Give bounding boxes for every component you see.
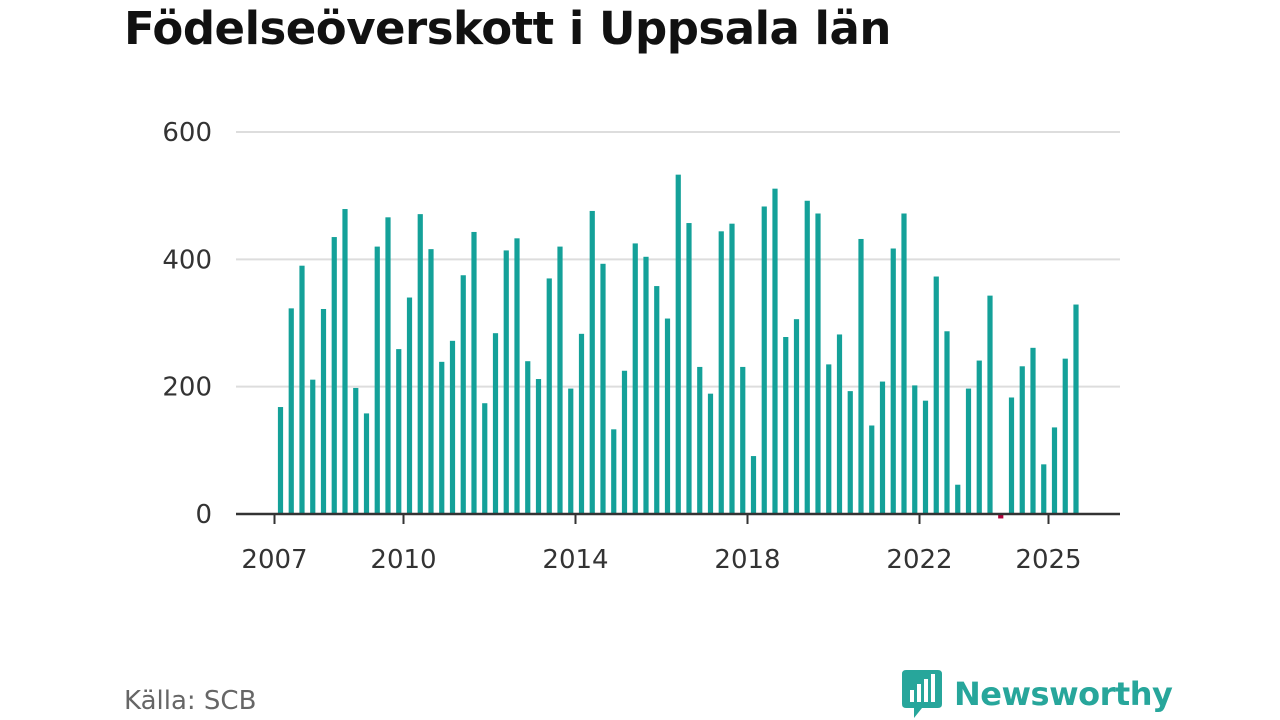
bar: 2012 Q2: 414 — [503, 250, 509, 515]
bar: 2013 Q2: 370 — [546, 278, 552, 514]
bar: 2025 Q3: 329 — [1073, 304, 1079, 514]
bar: 2015 Q1: 225 — [621, 370, 628, 514]
bar: 2012 Q1: 284 — [492, 333, 499, 514]
bar: 2008 Q2: 435 — [331, 237, 337, 515]
bar: 2010 Q2: 471 — [417, 214, 423, 514]
bar: 2012 Q4: 240 — [525, 361, 531, 514]
bar: 2024 Q2: 232 — [1019, 366, 1025, 514]
bar: 2013 Q1: 212 — [535, 379, 542, 514]
bar: 2021 Q4: 202 — [912, 385, 918, 514]
bar: 2016 Q4: 231 — [697, 366, 703, 514]
bar: 2009 Q1: 158 — [363, 413, 370, 514]
bar: 2008 Q1: 322 — [320, 308, 327, 514]
bar: 2017 Q4: 231 — [740, 366, 746, 514]
bar: 2024 Q1: 183 — [1008, 397, 1015, 514]
bar: 2009 Q2: 420 — [374, 246, 380, 514]
x-tick-label: 2014 — [542, 545, 608, 575]
bar: 2013 Q3: 420 — [557, 246, 563, 514]
y-tick-label: 200 — [162, 373, 212, 403]
bar: 2019 Q1: 306 — [793, 319, 800, 514]
newsworthy-chart-logo-icon — [902, 670, 942, 718]
bar: 2022 Q2: 373 — [933, 276, 939, 514]
bar: 2010 Q3: 416 — [428, 249, 434, 514]
y-tick-label: 400 — [162, 245, 212, 275]
bar: 2023 Q1: 197 — [965, 388, 972, 514]
bar: 2020 Q3: 432 — [858, 238, 864, 514]
bar: 2014 Q2: 476 — [589, 210, 595, 515]
bar: 2012 Q3: 433 — [514, 238, 520, 514]
source-label: Källa: SCB — [124, 686, 257, 716]
bar: 2022 Q1: 178 — [922, 400, 929, 514]
bar: 2011 Q3: 443 — [471, 231, 477, 514]
y-tick-label: 0 — [195, 500, 212, 530]
bar: 2007 Q3: 390 — [299, 265, 305, 514]
bar: 2007 Q2: 323 — [288, 308, 294, 514]
bar: 2023 Q4: -7 — [998, 514, 1004, 519]
bar: 2022 Q4: 46 — [955, 484, 961, 514]
bar: 2014 Q1: 283 — [578, 333, 585, 514]
bar: 2024 Q3: 261 — [1030, 347, 1036, 514]
bar: 2011 Q4: 174 — [482, 403, 488, 514]
bar: 2008 Q3: 479 — [342, 209, 348, 514]
bar: 2021 Q1: 208 — [879, 381, 886, 514]
bar: 2017 Q3: 456 — [729, 223, 735, 514]
chart-title: Födelseöverskott i Uppsala län — [124, 2, 891, 55]
y-axis-labels: 0 200 400 600 — [162, 118, 212, 530]
bar: 2017 Q1: 189 — [707, 393, 714, 514]
bar: 2011 Q1: 272 — [449, 340, 456, 514]
bar: 2016 Q3: 457 — [686, 223, 692, 514]
bar: 2015 Q4: 358 — [654, 286, 660, 514]
y-tick-label: 600 — [162, 118, 212, 148]
bar: 2023 Q3: 343 — [987, 295, 993, 514]
brand-logo[interactable]: Newsworthy — [902, 670, 1173, 718]
bar: 2018 Q2: 483 — [761, 206, 767, 515]
bar: 2009 Q3: 466 — [385, 217, 391, 514]
bar: 2019 Q2: 492 — [804, 200, 810, 514]
bar: 2007 Q1: 168 — [277, 407, 284, 514]
x-tick-label: 2022 — [886, 545, 952, 575]
bar: 2015 Q3: 404 — [643, 256, 649, 514]
x-tick-label: 2018 — [714, 545, 780, 575]
x-axis: 2007 2010 2014 2018 2022 2025 — [236, 512, 1120, 575]
bar: 2018 Q1: 91 — [750, 456, 757, 514]
x-tick-label: 2007 — [241, 545, 307, 575]
bar: 2009 Q4: 259 — [396, 349, 402, 514]
bar: 2019 Q4: 235 — [826, 364, 832, 514]
bar: 2016 Q2: 533 — [675, 174, 681, 514]
bar: 2025 Q1: 136 — [1051, 427, 1058, 514]
bar: 2015 Q2: 425 — [632, 243, 638, 514]
bar: 2014 Q3: 393 — [600, 263, 606, 514]
bar: 2011 Q2: 375 — [460, 275, 466, 514]
bar: 2020 Q1: 282 — [836, 334, 843, 514]
bar: 2010 Q1: 340 — [406, 297, 413, 514]
bar: 2016 Q1: 307 — [664, 318, 671, 514]
bar: 2013 Q4: 197 — [568, 388, 574, 514]
bar: 2021 Q2: 417 — [890, 248, 896, 514]
bar: 2014 Q4: 133 — [611, 429, 617, 514]
bar: 2023 Q2: 241 — [976, 360, 982, 514]
bar: 2025 Q2: 244 — [1062, 358, 1068, 514]
bar: 2019 Q3: 472 — [815, 213, 821, 514]
bar: 2020 Q2: 193 — [847, 391, 853, 514]
bar: 2018 Q3: 511 — [772, 188, 778, 514]
bar: 2010 Q4: 239 — [439, 361, 445, 514]
bar: 2021 Q3: 472 — [901, 213, 907, 514]
bar: 2020 Q4: 139 — [869, 425, 875, 514]
bar: 2024 Q4: 78 — [1041, 464, 1047, 514]
bar: 2008 Q4: 198 — [353, 387, 359, 514]
brand-name: Newsworthy — [954, 675, 1173, 713]
bar: 2018 Q4: 278 — [783, 337, 789, 514]
x-tick-label: 2025 — [1015, 545, 1081, 575]
x-tick-label: 2010 — [370, 545, 436, 575]
bar: 2007 Q4: 211 — [310, 379, 316, 514]
bars: 2007 Q1: 168 2007 Q2: 323 2007 Q3: 390 2007… — [277, 174, 1079, 519]
bar: 2017 Q2: 444 — [718, 231, 724, 514]
bar: 2022 Q3: 287 — [944, 331, 950, 514]
